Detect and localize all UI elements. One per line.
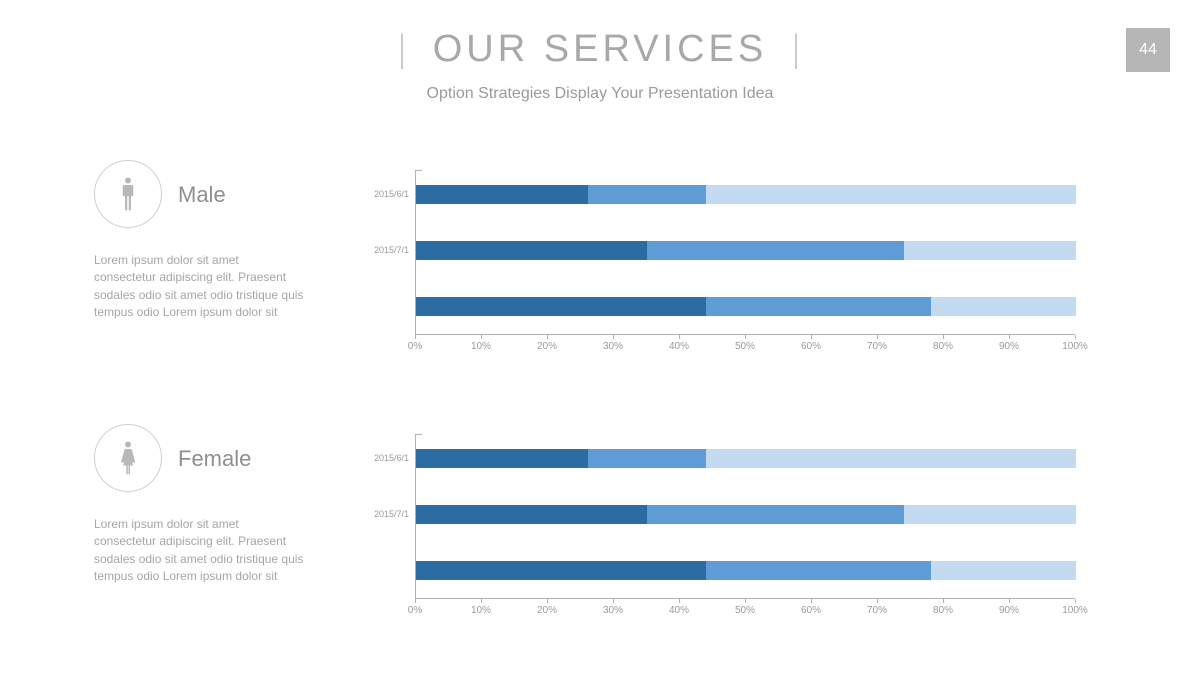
x-tick-label: 40% — [669, 605, 689, 616]
x-tick-label: 90% — [999, 605, 1019, 616]
bar-segment — [931, 297, 1076, 316]
x-tick-label: 80% — [933, 605, 953, 616]
bar-segment — [588, 449, 707, 468]
male-label: Male — [178, 182, 226, 208]
female-icon-circle — [94, 424, 162, 492]
page-number: 44 — [1139, 41, 1157, 59]
x-tick-label: 60% — [801, 605, 821, 616]
bar-segment — [416, 561, 706, 580]
female-icon — [119, 440, 137, 476]
slide-subtitle: Option Strategies Display Your Presentat… — [0, 85, 1200, 103]
x-tick-label: 50% — [735, 341, 755, 352]
title-text: OUR SERVICES — [433, 28, 767, 70]
plot-area: 2015/6/12015/7/1 — [415, 170, 1075, 335]
bar-segment — [931, 561, 1076, 580]
bar-segment — [416, 297, 706, 316]
slide: 44 | OUR SERVICES | Option Strategies Di… — [0, 0, 1200, 680]
x-tick-label: 30% — [603, 605, 623, 616]
bar-segment — [647, 241, 904, 260]
x-tick-label: 20% — [537, 341, 557, 352]
axis-tick-top — [416, 170, 422, 171]
x-tick-label: 40% — [669, 341, 689, 352]
y-tick-label: 2015/7/1 — [374, 245, 409, 255]
title-block: | OUR SERVICES | Option Strategies Displ… — [0, 0, 1200, 103]
male-description: Lorem ipsum dolor sit amet consectetur a… — [94, 252, 304, 322]
plot-area: 2015/6/12015/7/1 — [415, 434, 1075, 599]
page-number-badge: 44 — [1126, 28, 1170, 72]
male-icon-circle — [94, 160, 162, 228]
title-sep-left: | — [400, 28, 407, 71]
bar-segment — [416, 241, 647, 260]
bar-segment — [706, 449, 1076, 468]
bar-segment — [416, 185, 588, 204]
y-tick-label: 2015/6/1 — [374, 453, 409, 463]
male-icon — [119, 176, 137, 212]
x-tick-label: 80% — [933, 341, 953, 352]
axis-tick-top — [416, 434, 422, 435]
x-tick-label: 50% — [735, 605, 755, 616]
bar-segment — [416, 449, 588, 468]
bar-segment — [647, 505, 904, 524]
title-sep-right: | — [793, 28, 800, 71]
y-tick-label: 2015/6/1 — [374, 189, 409, 199]
x-tick-label: 30% — [603, 341, 623, 352]
x-tick-label: 0% — [408, 341, 422, 352]
bar-segment — [904, 241, 1076, 260]
x-tick-label: 90% — [999, 341, 1019, 352]
bar-segment — [706, 561, 930, 580]
x-axis: 0%10%20%30%40%50%60%70%80%90%100% — [415, 599, 1075, 619]
chart-male: 2015/6/12015/7/10%10%20%30%40%50%60%70%8… — [415, 170, 1085, 350]
x-tick-label: 70% — [867, 605, 887, 616]
bar-segment — [416, 505, 647, 524]
x-tick-label: 100% — [1062, 341, 1088, 352]
bar-segment — [904, 505, 1076, 524]
chart-female: 2015/6/12015/7/10%10%20%30%40%50%60%70%8… — [415, 434, 1085, 614]
x-tick-label: 20% — [537, 605, 557, 616]
x-tick-label: 0% — [408, 605, 422, 616]
x-tick-label: 10% — [471, 341, 491, 352]
female-description: Lorem ipsum dolor sit amet consectetur a… — [94, 516, 304, 586]
female-label: Female — [178, 446, 251, 472]
x-tick-label: 60% — [801, 341, 821, 352]
y-tick-label: 2015/7/1 — [374, 509, 409, 519]
bar-segment — [706, 297, 930, 316]
bar-segment — [588, 185, 707, 204]
x-tick-label: 100% — [1062, 605, 1088, 616]
slide-title: | OUR SERVICES | — [0, 28, 1200, 71]
x-axis: 0%10%20%30%40%50%60%70%80%90%100% — [415, 335, 1075, 355]
x-tick-label: 70% — [867, 341, 887, 352]
x-tick-label: 10% — [471, 605, 491, 616]
bar-segment — [706, 185, 1076, 204]
